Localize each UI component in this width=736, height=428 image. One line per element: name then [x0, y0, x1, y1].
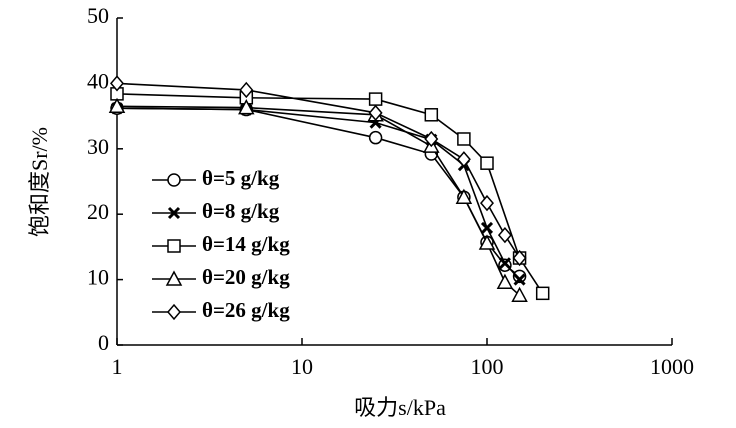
- marker: [457, 132, 471, 146]
- y-tick-label: 0: [98, 330, 109, 355]
- y-tick-label: 10: [87, 265, 109, 290]
- marker: [480, 156, 494, 170]
- marker: [480, 194, 494, 212]
- marker: [512, 269, 527, 284]
- marker: [368, 130, 383, 145]
- marker: [368, 104, 383, 121]
- marker: [512, 249, 527, 267]
- marker: [535, 286, 550, 301]
- y-tick-label: 20: [87, 199, 109, 224]
- marker: [455, 188, 473, 204]
- x-tick-label: 1: [112, 354, 123, 379]
- legend-label: θ=8 g/kg: [202, 199, 280, 223]
- series-line: [116, 105, 521, 296]
- marker: [167, 303, 181, 321]
- series-line: [116, 82, 521, 259]
- legend-label: θ=26 g/kg: [202, 298, 290, 322]
- marker: [497, 226, 512, 244]
- marker: [424, 108, 439, 122]
- legend-label: θ=14 g/kg: [202, 232, 290, 256]
- x-axis-label: 吸力s/kPa: [354, 395, 446, 420]
- x-tick-label: 1000: [650, 354, 694, 379]
- marker: [424, 130, 439, 148]
- marker: [167, 173, 181, 187]
- marker: [456, 151, 471, 168]
- marker: [478, 234, 496, 250]
- marker: [238, 99, 255, 115]
- series-line: [116, 107, 521, 281]
- marker: [167, 206, 181, 220]
- marker: [498, 257, 511, 270]
- y-tick-label: 50: [87, 3, 109, 28]
- marker: [165, 270, 183, 286]
- marker: [368, 92, 383, 106]
- marker: [511, 286, 528, 303]
- marker: [167, 239, 181, 253]
- x-tick-label: 100: [471, 354, 504, 379]
- marker: [110, 75, 124, 92]
- series-line: [116, 93, 544, 294]
- legend-label: θ=20 g/kg: [202, 265, 290, 289]
- marker: [239, 81, 254, 99]
- y-tick-label: 30: [87, 134, 109, 159]
- y-tick-label: 40: [87, 68, 109, 93]
- x-tick-label: 10: [291, 354, 313, 379]
- y-axis-label: 饱和度Sr/%: [27, 127, 52, 237]
- marker: [496, 273, 514, 289]
- marker: [513, 273, 526, 286]
- legend-label: θ=5 g/kg: [202, 166, 280, 190]
- marker: [108, 97, 126, 114]
- marker: [480, 221, 494, 234]
